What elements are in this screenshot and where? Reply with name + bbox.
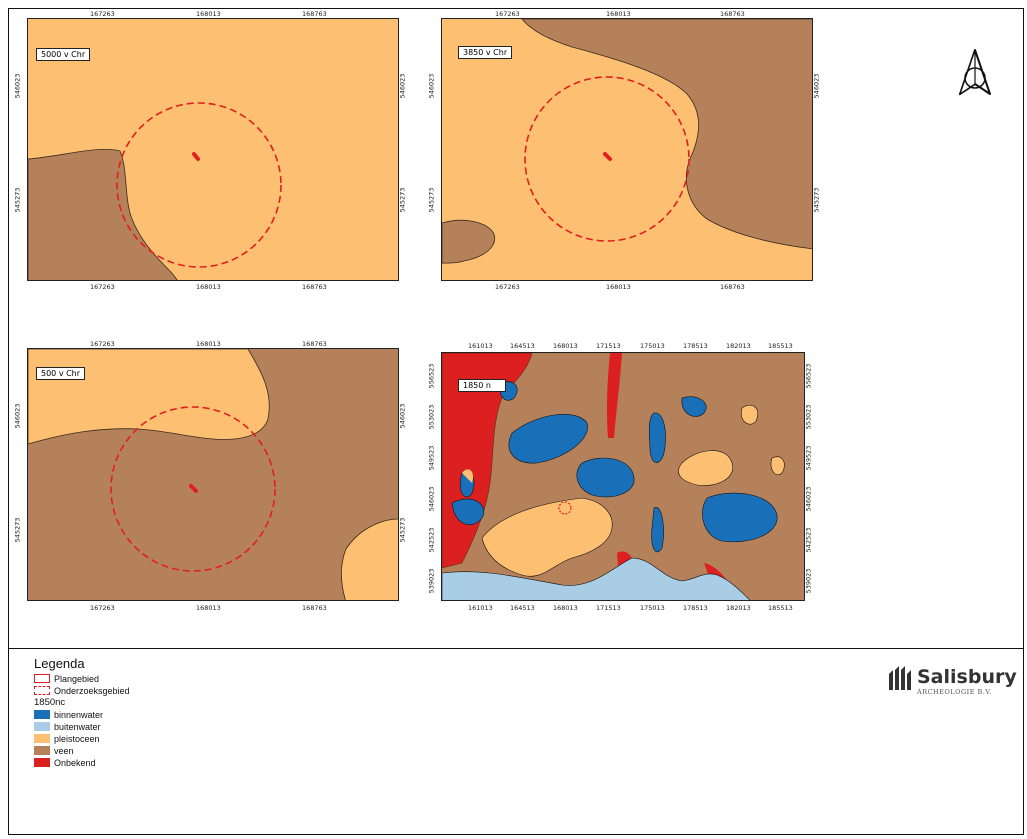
legend-class-label: buitenwater [54,721,101,732]
legend-item-plangebied: Plangebied [34,673,130,684]
legend-class-label: veen [54,745,74,756]
company-logo: Salisbury ARCHEOLOGIE B.V. [887,666,1017,696]
legend-class-pleistoceen: pleistoceen [34,733,130,744]
tick-right: 546023 [398,403,407,429]
map-500: 500 v Chr [27,348,399,601]
map-label: 5000 v Chr [36,48,91,61]
page-frame [8,8,1024,835]
tick-bottom: 171513 [596,604,621,612]
tick-right: 556523 [804,363,813,389]
tick-left: 546023 [427,486,436,512]
tick-top: 171513 [596,342,621,350]
legend-item-label: Onderzoeksgebied [54,685,130,696]
legend-item-onderzoeksgebied: Onderzoeksgebied [34,685,130,696]
legend-class-buitenwater: buitenwater [34,721,130,732]
tick-bottom: 164513 [510,604,535,612]
tick-left: 545273 [13,517,22,543]
tick-bottom: 168013 [196,604,221,612]
legend-class-onbekend: Onbekend [34,757,130,768]
tick-bottom: 168763 [302,283,327,291]
legend-item-label: Plangebied [54,673,100,684]
tick-top: 168763 [302,10,327,18]
tick-left: 542523 [427,527,436,553]
tick-bottom: 182013 [726,604,751,612]
tick-top: 168763 [302,340,327,348]
legend-class-label: binnenwater [54,709,104,720]
tick-right: 542523 [804,527,813,553]
tick-top: 182013 [726,342,751,350]
tick-left: 546023 [13,73,22,99]
legend-class-veen: veen [34,745,130,756]
section-divider [8,648,1024,649]
tick-bottom: 167263 [495,283,520,291]
map-5000: 5000 v Chr [27,18,399,281]
tick-right: 546023 [804,486,813,512]
tick-top: 168013 [553,342,578,350]
tick-top: 164513 [510,342,535,350]
tick-top: 168013 [196,340,221,348]
tick-top: 175013 [640,342,665,350]
tick-left: 545273 [427,187,436,213]
tick-right: 546023 [812,73,821,99]
tick-left: 549523 [427,445,436,471]
tick-top: 168013 [606,10,631,18]
color-swatch-icon [34,746,50,755]
north-arrow-icon [958,48,992,101]
tick-bottom: 168013 [553,604,578,612]
tick-right: 553023 [804,404,813,430]
tick-bottom: 168013 [606,283,631,291]
tick-top: 167263 [90,340,115,348]
tick-top: 168763 [720,10,745,18]
tick-bottom: 185513 [768,604,793,612]
logo-subtitle: ARCHEOLOGIE B.V. [917,688,992,696]
map-label: 3850 v Chr [458,46,513,59]
dashed-swatch-icon [34,686,50,695]
outline-swatch-icon [34,674,50,683]
tick-bottom: 168763 [302,604,327,612]
map-label: 500 v Chr [36,367,86,380]
legend-class-label: Onbekend [54,757,96,768]
logo-name: Salisbury [917,666,1017,688]
legend: Legenda Plangebied Onderzoeksgebied 1850… [34,656,130,769]
tick-top: 185513 [768,342,793,350]
tick-left: 546023 [427,73,436,99]
tick-bottom: 167263 [90,604,115,612]
tick-right: 546023 [398,73,407,99]
map-label: 1850 n [458,379,506,392]
tick-top: 178513 [683,342,708,350]
color-swatch-icon [34,734,50,743]
tick-bottom: 168763 [720,283,745,291]
tick-right: 539023 [804,568,813,594]
legend-class-binnenwater: binnenwater [34,709,130,720]
tick-left: 556523 [427,363,436,389]
tick-bottom: 175013 [640,604,665,612]
tick-left: 553023 [427,404,436,430]
legend-title: Legenda [34,656,85,671]
tick-left: 539023 [427,568,436,594]
tick-left: 546023 [13,403,22,429]
color-swatch-icon [34,722,50,731]
tick-top: 161013 [468,342,493,350]
tick-right: 545273 [398,187,407,213]
tick-bottom: 178513 [683,604,708,612]
tick-top: 167263 [495,10,520,18]
map-1850: 1850 n [441,352,805,601]
tick-right: 545273 [812,187,821,213]
tick-right: 549523 [804,445,813,471]
tick-top: 167263 [90,10,115,18]
tick-top: 168013 [196,10,221,18]
tick-bottom: 161013 [468,604,493,612]
tick-bottom: 167263 [90,283,115,291]
tick-bottom: 168013 [196,283,221,291]
tick-right: 545273 [398,517,407,543]
legend-class-label: pleistoceen [54,733,100,744]
color-swatch-icon [34,758,50,767]
color-swatch-icon [34,710,50,719]
columns-logo-icon [889,666,911,690]
map-3850: 3850 v Chr [441,18,813,281]
tick-left: 545273 [13,187,22,213]
legend-subtitle: 1850nc [34,697,66,708]
